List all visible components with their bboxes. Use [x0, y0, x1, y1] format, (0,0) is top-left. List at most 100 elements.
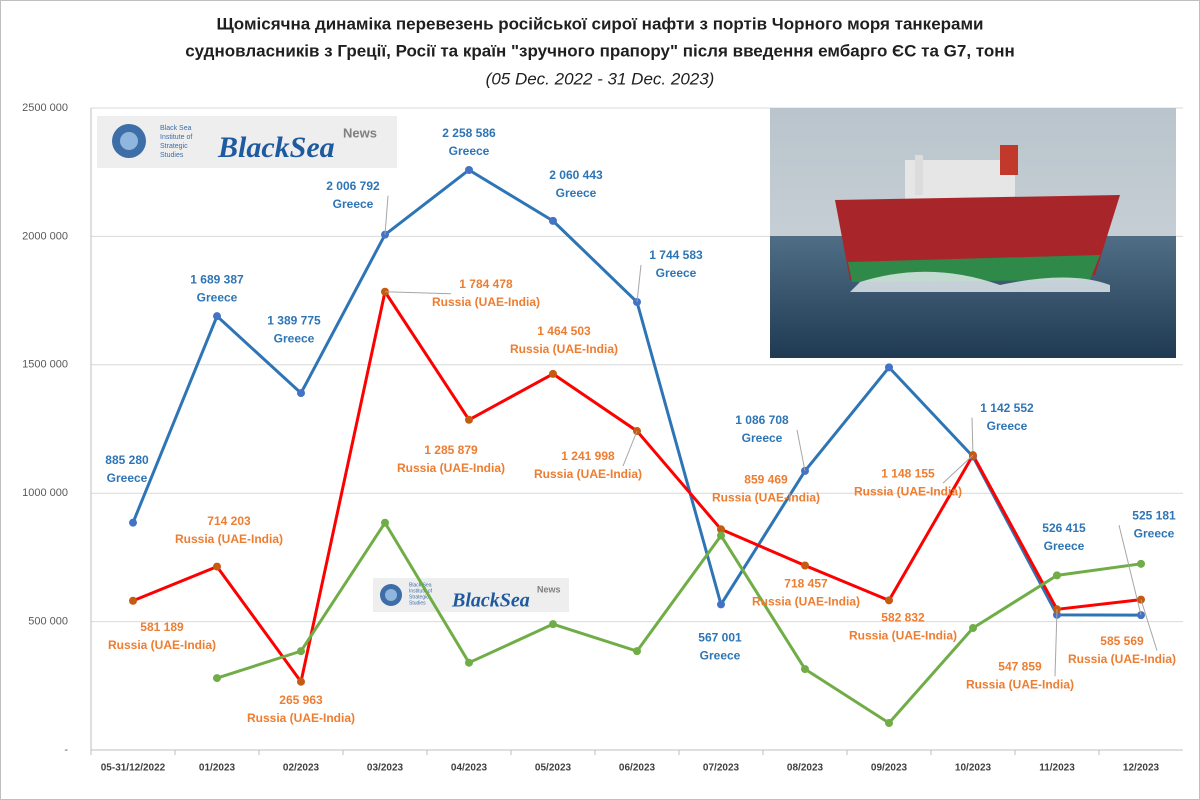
data-label: 1 744 583 [649, 248, 703, 262]
data-label-name: Russia (UAE-India) [966, 677, 1074, 691]
data-label-name: Greece [1134, 526, 1175, 540]
data-label-name: Greece [987, 419, 1028, 433]
data-label-name: Greece [197, 290, 238, 304]
data-label-name: Russia (UAE-India) [432, 295, 540, 309]
leader-line [971, 417, 974, 457]
x-tick-label: 02/2023 [283, 763, 320, 774]
y-tick-label: 1500 000 [22, 359, 68, 371]
data-label: 581 189 [140, 620, 184, 634]
marker [549, 216, 557, 225]
logo-text: Strategic [160, 143, 188, 150]
marker [213, 312, 221, 321]
data-label-name: Greece [449, 144, 490, 158]
data-label-name: Greece [556, 186, 597, 200]
logo-text: Institute of [160, 134, 192, 141]
data-label-name: Russia (UAE-India) [397, 461, 505, 475]
series-line [216, 521, 1142, 725]
data-label: 567 001 [698, 631, 742, 645]
data-label: 265 963 [279, 693, 323, 707]
y-tick-label: - [64, 744, 68, 756]
data-label: 2 006 792 [326, 179, 380, 193]
logo-tag: News [343, 125, 377, 140]
leader-line [1054, 609, 1058, 677]
data-label: 547 859 [998, 659, 1042, 673]
marker [969, 624, 977, 633]
marker [213, 674, 221, 683]
data-label-name: Russia (UAE-India) [849, 629, 957, 643]
logo-brand: BlackSea [217, 131, 335, 164]
x-tick-label: 05-31/12/2022 [101, 763, 166, 774]
data-label-name: Greece [107, 471, 148, 485]
logo-text: Black Sea [409, 582, 432, 588]
data-label: 1 148 155 [881, 466, 935, 480]
marker [549, 369, 557, 378]
chart-title: Щомісячна динаміка перевезень російської… [216, 14, 983, 33]
data-label: 526 415 [1042, 521, 1086, 535]
x-tick-label: 09/2023 [871, 763, 908, 774]
data-label: 859 469 [744, 472, 788, 486]
marker [297, 677, 305, 686]
data-label: 718 457 [784, 577, 828, 591]
leader-line [384, 291, 452, 295]
x-tick-label: 01/2023 [199, 763, 236, 774]
data-label-name: Russia (UAE-India) [752, 595, 860, 609]
leader-line [622, 430, 638, 467]
data-label-name: Russia (UAE-India) [247, 711, 355, 725]
data-label-name: Russia (UAE-India) [175, 532, 283, 546]
y-tick-label: 1000 000 [22, 487, 68, 499]
data-label: 1 086 708 [735, 413, 789, 427]
data-label: 1 689 387 [190, 272, 244, 286]
data-label-name: Greece [700, 649, 741, 663]
data-label-name: Russia (UAE-India) [854, 484, 962, 498]
marker [717, 531, 725, 540]
marker [129, 518, 137, 527]
chart-title: судновласників з Греції, Росії та країн … [185, 41, 1015, 60]
data-label: 714 203 [207, 514, 251, 528]
data-label: 1 285 879 [424, 443, 478, 457]
marker [129, 596, 137, 605]
chart-subtitle: (05 Dec. 2022 - 31 Dec. 2023) [486, 69, 715, 88]
data-label: 2 258 586 [442, 126, 496, 140]
logo-text: Studies [160, 152, 184, 159]
x-tick-label: 04/2023 [451, 763, 488, 774]
data-label: 1 142 552 [980, 401, 1034, 415]
data-label: 885 280 [105, 453, 149, 467]
marker [549, 620, 557, 629]
marker [381, 518, 389, 527]
x-tick-label: 07/2023 [703, 763, 740, 774]
logo-text: Studies [409, 600, 426, 606]
logo-text: Black Sea [160, 125, 192, 132]
data-label-name: Greece [333, 197, 374, 211]
leader-line [796, 429, 806, 472]
data-label: 1 389 775 [267, 313, 321, 327]
data-label: 1 241 998 [561, 449, 615, 463]
data-label: 525 181 [1132, 508, 1176, 522]
data-label-name: Russia (UAE-India) [1068, 652, 1176, 666]
marker [885, 719, 893, 728]
ship-photo [770, 108, 1176, 358]
leader-line [1140, 599, 1158, 651]
marker [297, 647, 305, 656]
data-label-name: Greece [1044, 539, 1085, 553]
x-tick-label: 03/2023 [367, 763, 404, 774]
y-tick-label: 2000 000 [22, 230, 68, 242]
marker [717, 525, 725, 534]
logo: Black Sea Institute of Strategic Studies… [97, 116, 397, 168]
y-tick-label: 500 000 [28, 616, 68, 628]
logo-text: Institute of [409, 588, 433, 594]
marker [801, 665, 809, 674]
data-label: 1 464 503 [537, 324, 591, 338]
data-label-name: Greece [274, 331, 315, 345]
logo-tag: News [537, 584, 561, 594]
data-label-name: Russia (UAE-India) [534, 467, 642, 481]
data-label-name: Russia (UAE-India) [510, 342, 618, 356]
logo: Black Sea Institute of Strategic Studies… [373, 578, 569, 612]
leader-line [942, 454, 974, 484]
data-label-name: Russia (UAE-India) [712, 490, 820, 504]
x-tick-label: 10/2023 [955, 763, 992, 774]
x-tick-label: 11/2023 [1039, 763, 1075, 774]
marker [465, 658, 473, 667]
x-tick-label: 08/2023 [787, 763, 824, 774]
x-tick-label: 05/2023 [535, 763, 572, 774]
